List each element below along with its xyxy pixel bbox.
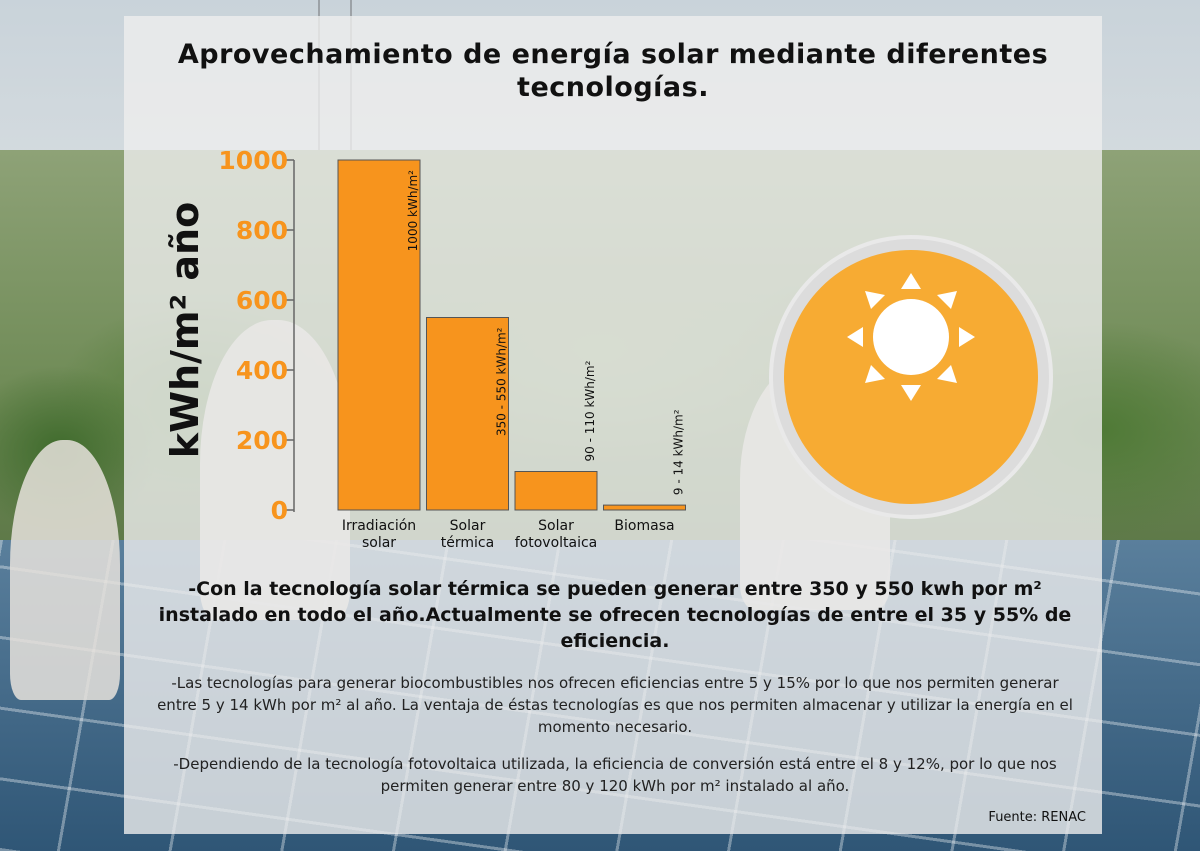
x-category-label-line: Solar bbox=[538, 518, 574, 534]
bar-data-label: 350 - 550 kWh/m² bbox=[495, 327, 509, 436]
source-credit: Fuente: RENAC bbox=[988, 810, 1086, 825]
background-person bbox=[10, 440, 120, 700]
x-category-label-line: térmica bbox=[441, 535, 494, 551]
x-category-label: Solar fotovoltaica bbox=[515, 518, 598, 551]
bar bbox=[426, 317, 509, 511]
y-tick-label: 400 bbox=[236, 356, 288, 385]
x-category-label-line: fotovoltaica bbox=[515, 535, 598, 551]
y-tick-label: 600 bbox=[236, 286, 288, 315]
x-category-label-line: Biomasa bbox=[614, 518, 674, 534]
bar bbox=[337, 159, 421, 511]
paragraph-biomass: -Las tecnologías para generar biocombust… bbox=[157, 674, 1073, 736]
x-category-label: Biomasa bbox=[614, 518, 674, 534]
bar bbox=[514, 471, 598, 511]
x-category-label-line: Irradiación bbox=[342, 518, 416, 534]
page-title: Aprovechamiento de energía solar mediant… bbox=[177, 39, 1049, 103]
sun-icon bbox=[769, 235, 1053, 519]
x-category-label-line: Solar bbox=[450, 518, 486, 534]
x-category-label: Solar térmica bbox=[441, 518, 494, 551]
bar bbox=[603, 504, 686, 511]
y-tick-label: 0 bbox=[271, 496, 288, 525]
y-tick-label: 200 bbox=[236, 426, 288, 455]
bar-data-label: 1000 kWh/m² bbox=[406, 170, 420, 252]
bar-data-label: 9 - 14 kWh/m² bbox=[672, 409, 686, 495]
sun-badge bbox=[767, 233, 1055, 521]
y-tick-label: 1000 bbox=[218, 146, 288, 175]
x-category-label: Irradiación solar bbox=[342, 518, 416, 551]
y-tick-label: 800 bbox=[236, 216, 288, 245]
bar-data-label: 90 - 110 kWh/m² bbox=[583, 360, 597, 461]
x-category-label-line: solar bbox=[362, 535, 396, 551]
headline-text: -Con la tecnología solar térmica se pued… bbox=[158, 578, 1072, 652]
paragraph-photovoltaic: -Dependiendo de la tecnología fotovoltai… bbox=[173, 755, 1057, 795]
